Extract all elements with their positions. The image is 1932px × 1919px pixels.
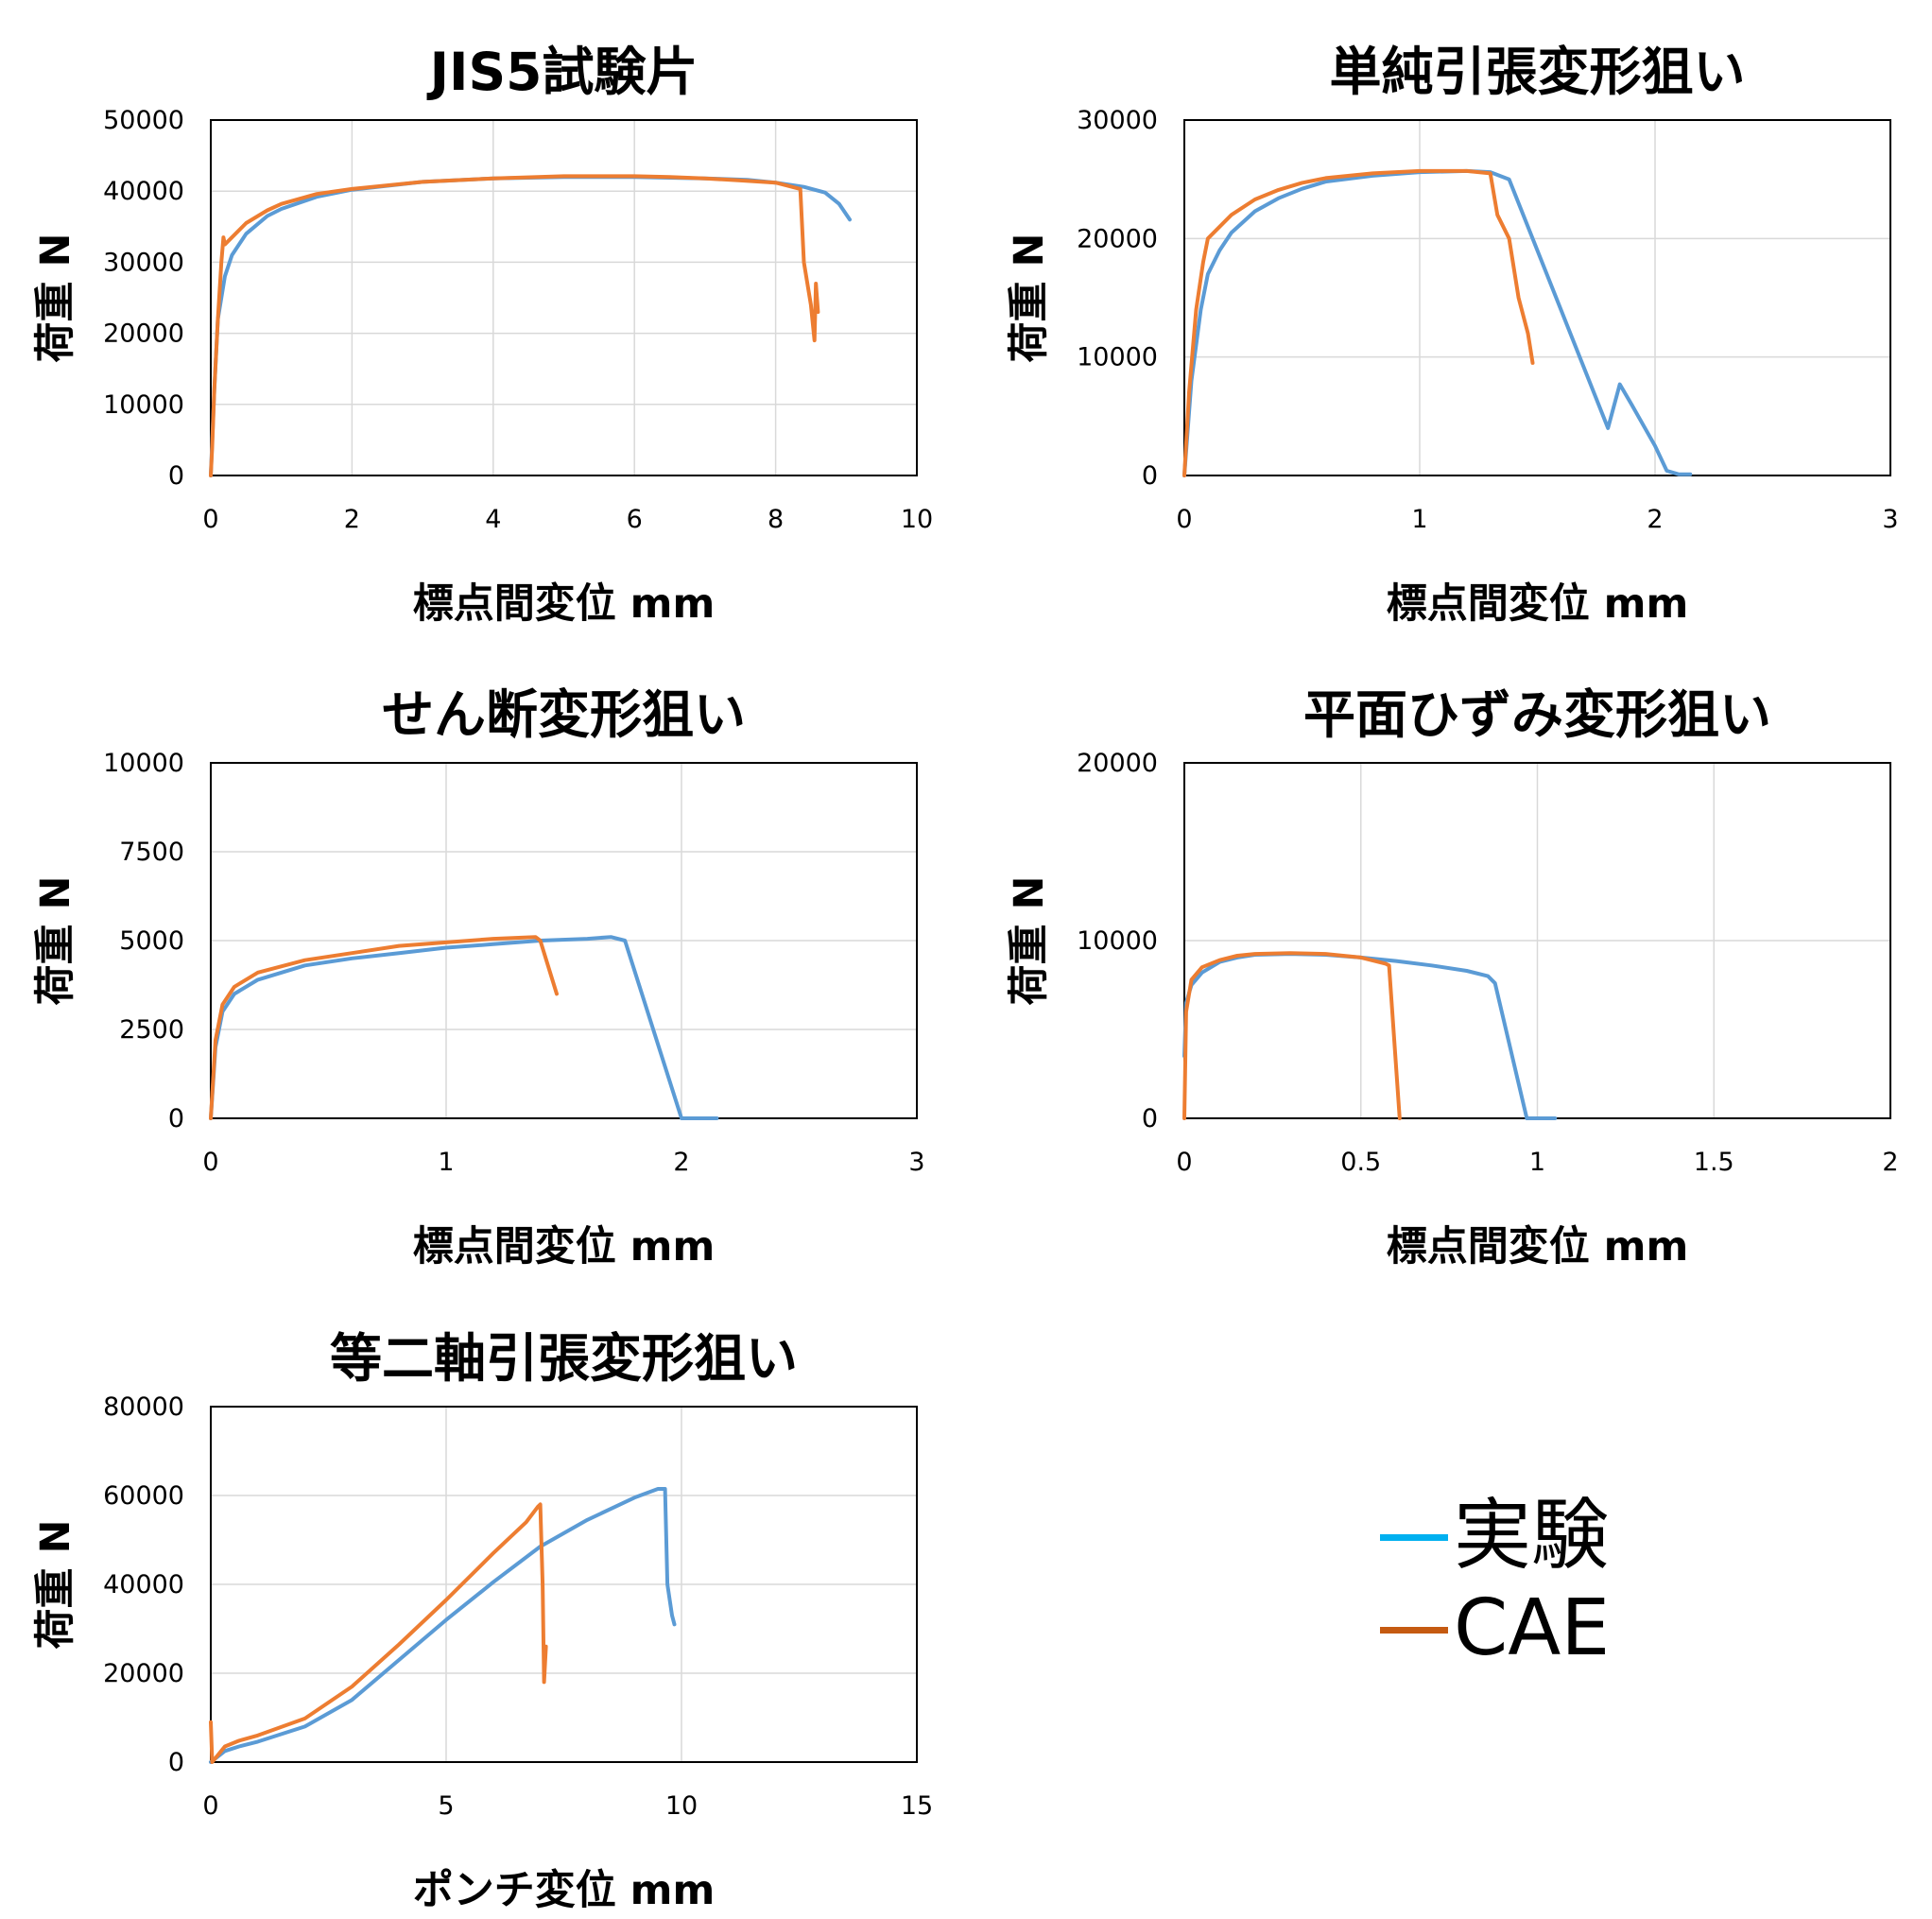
chart-1-xtick-label-2: 4 [485,505,501,534]
chart-1-xtick-label-1: 2 [344,505,360,534]
legend-label-cae: CAE [1454,1583,1611,1673]
chart-5-xtick-label-1: 5 [438,1791,454,1821]
chart-1-xtick-label-4: 8 [768,505,784,534]
chart-2-xtick-label-0: 0 [1176,505,1192,534]
chart-4-series-cae-line [1182,951,1402,1120]
chart-1-xtick-label-5: 10 [901,505,933,534]
legend-label-experiment: 実験 [1454,1491,1610,1581]
legend-swatch-experiment [1380,1534,1448,1541]
chart-3-ylabel: 荷重 N [32,876,79,1006]
chart-2-title: 単純引張変形狙い [1329,42,1745,102]
chart-4-title: 平面ひずみ変形狙い [1303,684,1771,745]
chart-2-xlabel: 標点間変位 mm [1387,580,1689,628]
chart-1-ytick-label-0: 0 [168,461,184,491]
chart-5-ytick-label-4: 80000 [103,1392,184,1422]
chart-2-ytick-label-3: 30000 [1077,106,1158,135]
chart-2-xtick-label-2: 2 [1647,505,1663,534]
chart-5-ytick-label-3: 60000 [103,1481,184,1511]
chart-3-ytick-label-1: 2500 [119,1015,184,1045]
chart-1-xtick-label-3: 6 [627,505,643,534]
chart-3-series-cae-line [209,935,559,1120]
chart-1-ytick-label-3: 30000 [103,248,184,277]
chart-1-series-experiment-line [209,175,852,477]
chart-5-series-cae-line [209,1502,548,1764]
chart-3-ytick-label-3: 7500 [119,838,184,867]
chart-5-title: 等二軸引張変形狙い [330,1328,798,1389]
chart-2-ytick-label-0: 0 [1142,461,1158,491]
chart-5-series-experiment-line [209,1487,677,1764]
chart-3-ytick-label-4: 10000 [103,749,184,778]
chart-4-xtick-label-4: 2 [1882,1148,1898,1177]
chart-5-xlabel: ポンチ変位 mm [413,1867,716,1914]
chart-2-series-cae-line [1182,168,1535,477]
chart-4-xlabel: 標点間変位 mm [1387,1223,1689,1271]
chart-5-xtick-label-0: 0 [202,1791,218,1821]
chart-2-xtick-label-3: 3 [1882,505,1898,534]
chart-3-xtick-label-3: 3 [908,1148,924,1177]
chart-5-ytick-label-1: 20000 [103,1659,184,1688]
chart-1-series-cae-line [209,174,820,477]
chart-1-xtick-label-0: 0 [202,505,218,534]
chart-4-xtick-label-3: 1.5 [1694,1148,1734,1177]
chart-5-xtick-label-3: 15 [901,1791,933,1821]
chart-5-xtick-label-2: 10 [665,1791,698,1821]
chart-1-ytick-label-2: 20000 [103,320,184,349]
chart-4-series-experiment-line [1182,952,1558,1120]
chart-3-ytick-label-2: 5000 [119,926,184,956]
chart-3-series-experiment-line [209,935,719,1120]
chart-4-ytick-label-1: 10000 [1077,926,1158,956]
chart-3-xtick-label-2: 2 [673,1148,689,1177]
chart-1-title: JIS5試験片 [426,42,699,102]
chart-5-ytick-label-2: 40000 [103,1570,184,1599]
chart-3-xtick-label-1: 1 [438,1148,454,1177]
chart-3-xtick-label-0: 0 [202,1148,218,1177]
chart-1-ytick-label-5: 50000 [103,106,184,135]
chart-2-ytick-label-2: 20000 [1077,224,1158,253]
chart-4-ylabel: 荷重 N [1006,876,1053,1006]
chart-2-xtick-label-1: 1 [1411,505,1427,534]
chart-5-ylabel: 荷重 N [32,1520,79,1650]
chart-1-ytick-label-4: 40000 [103,177,184,206]
chart-4-xtick-label-2: 1 [1529,1148,1545,1177]
chart-1-xlabel: 標点間変位 mm [413,580,716,628]
chart-2-ylabel: 荷重 N [1006,233,1053,363]
chart-1-ytick-label-1: 10000 [103,390,184,420]
chart-4-xtick-label-0: 0 [1176,1148,1192,1177]
chart-2-plot-frame [1183,119,1891,476]
chart-4-ytick-label-0: 0 [1142,1104,1158,1133]
chart-1-plot-frame [210,119,918,476]
chart-3-xlabel: 標点間変位 mm [413,1223,716,1271]
chart-2-ytick-label-1: 10000 [1077,343,1158,372]
chart-4-xtick-label-1: 0.5 [1340,1148,1381,1177]
chart-2-series-experiment-line [1182,168,1693,477]
chart-3-plot-frame [210,762,918,1119]
chart-1-ylabel: 荷重 N [32,233,79,363]
chart-5-ytick-label-0: 0 [168,1748,184,1777]
chart-4-ytick-label-2: 20000 [1077,749,1158,778]
legend: 実験 CAE [1380,1475,1758,1671]
chart-3-ytick-label-0: 0 [168,1104,184,1133]
chart-3-title: せん断変形狙い [382,684,746,745]
chart-5-plot-frame [210,1406,918,1763]
legend-swatch-cae [1380,1627,1448,1634]
